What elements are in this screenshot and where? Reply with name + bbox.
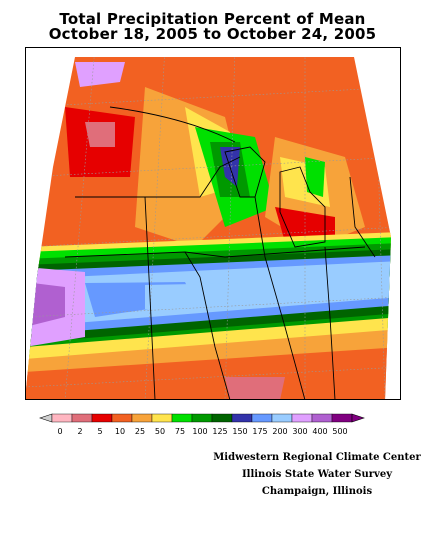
map-fill xyxy=(25,57,391,400)
legend-swatch xyxy=(331,413,353,423)
legend-label: 5 xyxy=(97,427,102,436)
legend-label: 10 xyxy=(115,427,125,436)
legend-swatch xyxy=(191,413,213,423)
graticule xyxy=(25,57,391,400)
state-boundaries xyxy=(64,106,376,400)
legend-swatch xyxy=(71,413,93,423)
legend-swatch xyxy=(171,413,193,423)
legend-swatch xyxy=(211,413,233,423)
legend-swatch xyxy=(231,413,253,423)
legend-swatch xyxy=(91,413,113,423)
legend-label: 150 xyxy=(232,427,247,436)
legend-swatch xyxy=(251,413,273,423)
precipitation-map xyxy=(25,47,401,400)
color-legend: 0 2 5 10 25 50 75 100 125 150 175 200 300 400 500 xyxy=(39,413,365,436)
legend-label: 100 xyxy=(192,427,207,436)
legend-swatch xyxy=(291,413,313,423)
legend-label: 500 xyxy=(332,427,347,436)
legend-arrow-right xyxy=(351,413,365,423)
map-title-line2: October 18, 2005 to October 24, 2005 xyxy=(48,25,377,43)
legend-swatch xyxy=(271,413,293,423)
legend-label: 25 xyxy=(135,427,145,436)
legend-swatch xyxy=(111,413,133,423)
map-title-line1: Total Precipitation Percent of Mean xyxy=(59,10,366,28)
legend-swatch xyxy=(311,413,333,423)
legend-arrow-left xyxy=(39,413,53,423)
credit-line2: Illinois State Water Survey xyxy=(241,469,393,480)
legend-label: 50 xyxy=(155,427,165,436)
legend-label: 125 xyxy=(212,427,227,436)
legend-label: 300 xyxy=(292,427,307,436)
legend-swatch xyxy=(131,413,153,423)
legend-label: 400 xyxy=(312,427,327,436)
legend-label: 75 xyxy=(175,427,185,436)
credit-line1: Midwestern Regional Climate Center xyxy=(213,452,421,463)
legend-label: 200 xyxy=(272,427,287,436)
legend-swatch xyxy=(151,413,173,423)
credit-line3: Champaign, Illinois xyxy=(261,486,373,497)
legend-label: 2 xyxy=(77,427,82,436)
legend-label: 175 xyxy=(252,427,267,436)
legend-label: 0 xyxy=(57,427,62,436)
legend-swatch xyxy=(51,413,73,423)
map-border xyxy=(25,47,401,400)
